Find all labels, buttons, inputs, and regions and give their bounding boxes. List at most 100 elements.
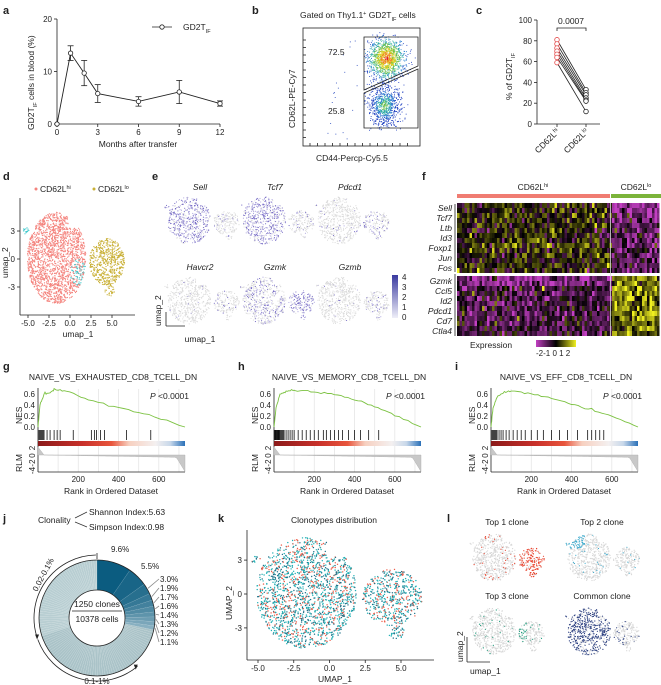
cell-point (92, 254, 94, 256)
cell-event (385, 96, 386, 97)
cell-point (116, 252, 118, 255)
cell-event (389, 104, 391, 106)
cell-point (60, 252, 62, 254)
cell-event (382, 75, 384, 77)
cell-event (394, 103, 396, 105)
cell-event (384, 65, 386, 67)
cell-point (105, 269, 107, 271)
cell-point (99, 254, 101, 256)
cell-point (52, 239, 54, 241)
cell-event (383, 48, 384, 50)
cell-point (53, 245, 56, 247)
cell-event (376, 92, 378, 94)
cell-point (37, 240, 39, 243)
cell-point (111, 250, 113, 252)
cell-point (44, 240, 46, 243)
cell-point (38, 250, 40, 253)
cell-point (42, 270, 44, 272)
cell-point (75, 242, 77, 245)
cell-event (379, 70, 381, 71)
cell-point (179, 237, 181, 239)
cell-point (81, 252, 83, 254)
cell-point (39, 240, 41, 242)
cell-event (387, 57, 388, 59)
cell-point (56, 287, 59, 289)
cell-point (73, 279, 75, 281)
cell-event (396, 52, 398, 54)
cell-point (201, 211, 203, 213)
cell-event (380, 103, 382, 105)
cell-point (31, 277, 33, 279)
panel-label-j: j (2, 513, 6, 525)
cell-point (60, 223, 62, 225)
cell-event (394, 69, 396, 71)
cell-event (367, 70, 368, 72)
cell-event (394, 45, 396, 47)
cell-point (43, 232, 45, 234)
cell-point (45, 245, 47, 247)
cell-event (385, 77, 386, 79)
cell-point (40, 243, 42, 246)
cell-point (41, 288, 43, 290)
cell-point (32, 283, 34, 285)
cell-point (52, 219, 55, 221)
cell-event (393, 62, 394, 64)
cell-event (382, 122, 384, 124)
cell-event (383, 95, 385, 97)
cell-point (60, 228, 62, 230)
cell-event (385, 67, 387, 69)
cell-point (55, 245, 57, 247)
cell-event (386, 65, 387, 67)
cell-event (365, 52, 366, 54)
cell-point (75, 228, 77, 230)
cell-event (369, 109, 371, 111)
cell-point (39, 269, 41, 271)
cell-point (43, 253, 45, 255)
cell-event (399, 75, 401, 77)
cell-point (82, 277, 84, 279)
cell-event (375, 106, 377, 107)
cell-point (234, 217, 236, 219)
cell-point (114, 272, 116, 274)
cell-point (60, 220, 63, 222)
cell-event (331, 102, 333, 103)
cell-point (72, 289, 74, 292)
cell-event (375, 118, 377, 120)
cell-event (398, 65, 399, 67)
cell-point (82, 250, 84, 252)
cell-point (101, 269, 103, 271)
cell-event (405, 64, 407, 65)
cell-point (49, 272, 51, 274)
cell-point (37, 289, 39, 291)
data-point-lo (583, 98, 589, 104)
cell-event (379, 74, 380, 76)
cell-event (370, 92, 372, 93)
cell-point (59, 216, 62, 218)
cell-event (381, 53, 382, 55)
cell-point (98, 273, 100, 275)
cell-event (384, 122, 385, 124)
cell-point (61, 250, 63, 252)
cell-event (385, 120, 387, 122)
cell-event (388, 82, 390, 84)
cell-point (63, 290, 65, 292)
cell-event (393, 74, 395, 75)
cell-event (382, 60, 384, 62)
cell-point (67, 239, 70, 241)
cell-event (394, 43, 396, 45)
cell-point (51, 272, 54, 274)
cell-event (386, 118, 387, 120)
cell-point (43, 285, 45, 287)
cell-event (390, 65, 392, 66)
cell-point (51, 230, 53, 232)
cell-event (398, 60, 400, 62)
cell-point (96, 250, 98, 252)
cell-event (378, 50, 380, 52)
cell-point (118, 276, 120, 278)
cell-point (58, 260, 60, 262)
cell-event (397, 51, 399, 53)
cell-point (80, 253, 83, 255)
cell-point (42, 263, 44, 265)
cell-event (378, 49, 380, 50)
